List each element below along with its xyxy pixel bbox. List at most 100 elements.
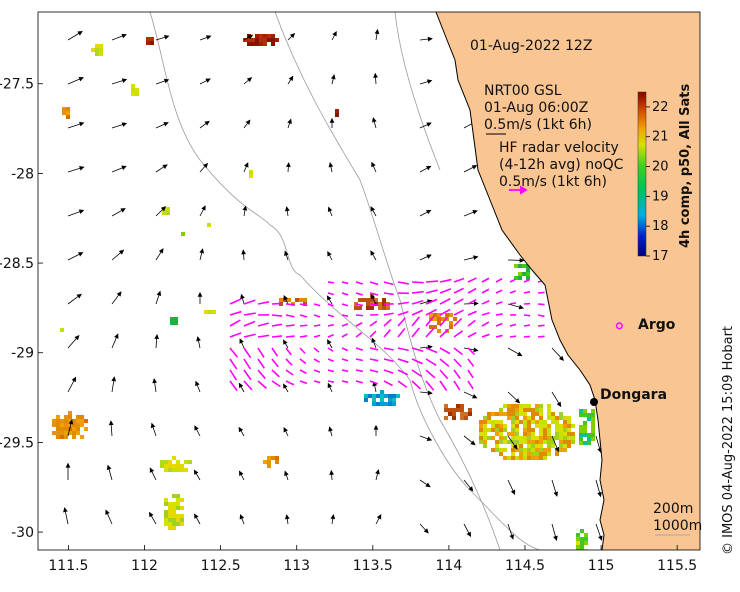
radar-vector (285, 303, 295, 306)
radar-vector (313, 369, 321, 373)
sst-pixel (364, 398, 368, 402)
sst-pixel (174, 317, 178, 321)
sst-pixel (499, 448, 503, 452)
sst-pixel (453, 317, 457, 321)
sst-pixel (376, 394, 380, 398)
radar-vector (327, 334, 334, 338)
sst-pixel (535, 440, 539, 444)
sst-pixel (511, 420, 515, 424)
sst-pixel (519, 436, 523, 440)
sst-pixel (515, 424, 519, 428)
sst-pixel (495, 428, 499, 432)
sst-pixel (559, 448, 563, 452)
radar-vector (327, 380, 335, 383)
sst-pixel (172, 522, 176, 526)
radar-vector (467, 331, 477, 338)
model-vector-head (427, 344, 433, 350)
model-vector-head (193, 469, 199, 475)
radar-vector (425, 358, 437, 366)
radar-vector (425, 298, 438, 305)
sst-pixel (543, 432, 547, 436)
sst-pixel (519, 412, 523, 416)
sst-pixel (64, 423, 68, 427)
radar-vector (537, 314, 545, 318)
sst-pixel (468, 408, 472, 412)
sst-pixel (539, 416, 543, 420)
radar-vector (271, 358, 279, 368)
sst-pixel (259, 34, 263, 38)
sst-pixel (208, 310, 212, 314)
model-scale-label: 0.5m/s (1kt 6h) (484, 117, 592, 133)
sst-pixel (487, 428, 491, 432)
sst-pixel (444, 416, 448, 420)
radar-vector (397, 369, 409, 376)
colorbar-gradient (637, 91, 647, 257)
x-tick-label: 111.5 (48, 558, 88, 574)
sst-pixel (131, 84, 135, 88)
radar-vector (243, 333, 256, 338)
sst-colorbar: 22 21 20 19 18 17 4h comp, p50, All Sats (637, 84, 693, 264)
sst-pixel (150, 37, 154, 41)
sst-pixel (507, 412, 511, 416)
radar-vector (411, 299, 424, 305)
radar-vector (299, 335, 308, 338)
model-vector-head (205, 78, 211, 83)
radar-vector (439, 358, 450, 367)
radar-vector (313, 324, 321, 327)
sst-pixel (295, 298, 299, 302)
radar-vector (243, 320, 256, 327)
dongara-label: Dongara (600, 387, 667, 403)
model-vector-head (284, 470, 289, 476)
radar-vector (341, 314, 349, 318)
radar-vector (537, 324, 545, 327)
radar-vector (355, 380, 364, 384)
sst-pixel (95, 52, 99, 56)
sst-pixel (523, 440, 527, 444)
sst-pixel (441, 317, 445, 321)
radar-vector (425, 316, 435, 327)
sst-pixel (499, 440, 503, 444)
sst-pixel (267, 34, 271, 38)
model-vector-head (195, 380, 200, 387)
radar-vector (383, 312, 394, 316)
sst-pixel (535, 420, 539, 424)
radar-vector (411, 327, 421, 338)
sst-pixel (380, 394, 384, 398)
sst-pixel (511, 404, 515, 408)
radar-vector (523, 324, 531, 327)
sst-pixel (168, 506, 172, 510)
sst-pixel (66, 111, 70, 115)
radar-vector (509, 278, 516, 283)
sst-pixel (380, 402, 384, 406)
sst-pixel (168, 518, 172, 522)
sst-pixel (84, 427, 88, 431)
model-vector-head (287, 118, 292, 124)
radar-vector (285, 380, 295, 386)
sst-pixel (499, 408, 503, 412)
sst-pixel (464, 412, 468, 416)
sst-pixel (263, 42, 267, 46)
sst-pixel (464, 416, 468, 420)
radar-vector (411, 309, 424, 316)
sst-pixel (452, 416, 456, 420)
radar-vector (243, 380, 253, 391)
radar-vector (509, 323, 517, 327)
sst-pixel (388, 402, 392, 406)
model-vector-head (284, 250, 289, 256)
model-vector-head (597, 491, 602, 498)
sst-pixel (487, 420, 491, 424)
model-vector-head (327, 251, 332, 257)
sst-pixel (511, 412, 515, 416)
sst-pixel (170, 317, 174, 321)
sst-pixel (64, 419, 68, 423)
sst-pixel (335, 109, 339, 113)
sst-pixel (378, 306, 382, 310)
radar-vector (313, 358, 320, 363)
sst-pixel (511, 416, 515, 420)
sst-pixel (392, 394, 396, 398)
radar-vector (495, 322, 503, 327)
sst-pixel (468, 412, 472, 416)
sst-pixel (168, 526, 172, 530)
model-vector-head (74, 334, 80, 341)
sst-pixel (539, 432, 543, 436)
